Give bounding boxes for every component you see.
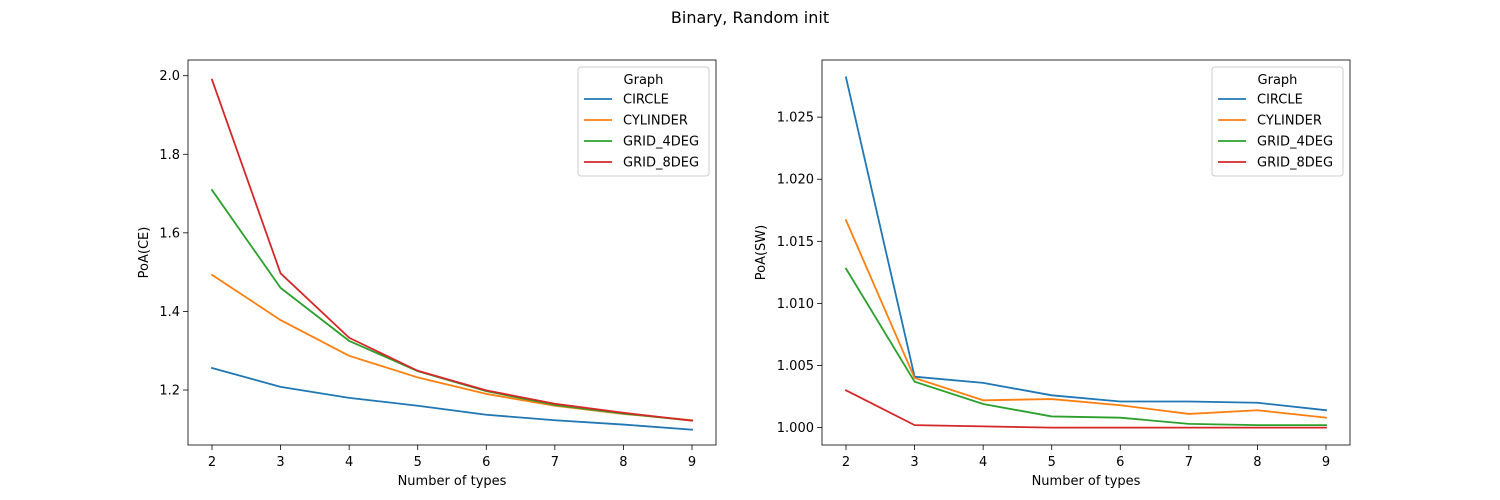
right-x-axis-label: Number of types xyxy=(1032,474,1141,489)
right-legend-label: GRID_4DEG xyxy=(1257,135,1333,150)
right-series-line-grid-4deg xyxy=(844,267,1327,427)
left-legend-box xyxy=(577,66,710,177)
right-series-line-grid-8deg xyxy=(844,389,1327,429)
left-y-tick-label: 1.6 xyxy=(159,226,180,241)
right-series-line-cylinder xyxy=(844,219,1327,419)
left-x-tick-label: 6 xyxy=(482,455,490,470)
left-x-tick-label: 4 xyxy=(345,455,353,470)
left-y-tick-label: 1.4 xyxy=(159,305,180,320)
right-chart-axes: 2 3 4 5 6 7 8 9 1.000 1.005 1.010 1.015 1.020 1.025 Nu… xyxy=(754,59,1351,489)
left-series-line-circle xyxy=(210,366,693,431)
figure-title: Binary, Random init xyxy=(671,8,829,27)
right-x-tick-label: 4 xyxy=(979,455,987,470)
left-legend-title: Graph xyxy=(624,73,664,88)
right-x-tick-label: 5 xyxy=(1048,455,1056,470)
left-legend-label: CIRCLE xyxy=(623,93,669,108)
right-x-tick-label: 6 xyxy=(1116,455,1124,470)
left-x-tick-label: 5 xyxy=(414,455,422,470)
left-x-axis-label: Number of types xyxy=(398,474,507,489)
right-y-tick-label: 1.005 xyxy=(777,359,814,374)
right-x-tick-label: 3 xyxy=(910,455,918,470)
left-chart-axes: 2 3 4 5 6 7 8 9 1.2 1.4 1.6 1.8 2.0 Number of types Po… xyxy=(137,59,717,489)
left-legend-label: CYLINDER xyxy=(623,114,688,129)
right-legend-title: Graph xyxy=(1258,73,1298,88)
left-x-tick-label: 7 xyxy=(551,455,559,470)
left-legend-label: GRID_8DEG xyxy=(623,156,699,171)
left-x-tick-label: 3 xyxy=(276,455,284,470)
left-x-tick-label: 9 xyxy=(688,455,696,470)
left-y-tick-label: 2.0 xyxy=(159,69,180,84)
left-x-tick-label: 8 xyxy=(619,455,627,470)
right-y-axis-label: PoA(SW) xyxy=(754,225,769,280)
right-legend-box xyxy=(1211,66,1344,177)
right-x-tick-label: 9 xyxy=(1322,455,1330,470)
right-legend-label: CYLINDER xyxy=(1257,114,1322,129)
right-y-tick-label: 1.025 xyxy=(777,111,814,126)
right-y-tick-label: 1.000 xyxy=(777,421,814,436)
right-x-tick-label: 7 xyxy=(1185,455,1193,470)
right-x-tick-label: 2 xyxy=(842,455,850,470)
left-legend-label: GRID_4DEG xyxy=(623,135,699,150)
left-plot-frame xyxy=(187,59,717,446)
left-y-axis-label: PoA(CE) xyxy=(137,227,152,279)
right-legend-label: CIRCLE xyxy=(1257,93,1303,108)
right-plot-frame xyxy=(821,59,1351,446)
left-y-tick-label: 1.2 xyxy=(159,384,180,399)
right-series-line-circle xyxy=(844,76,1327,412)
left-x-tick-label: 2 xyxy=(208,455,216,470)
left-y-tick-label: 1.8 xyxy=(159,148,180,163)
left-series-line-grid-8deg xyxy=(210,78,693,422)
right-y-tick-label: 1.020 xyxy=(777,173,814,188)
right-y-tick-label: 1.010 xyxy=(777,297,814,312)
right-y-tick-label: 1.015 xyxy=(777,235,814,250)
right-legend-label: GRID_8DEG xyxy=(1257,156,1333,171)
right-x-tick-label: 8 xyxy=(1253,455,1261,470)
